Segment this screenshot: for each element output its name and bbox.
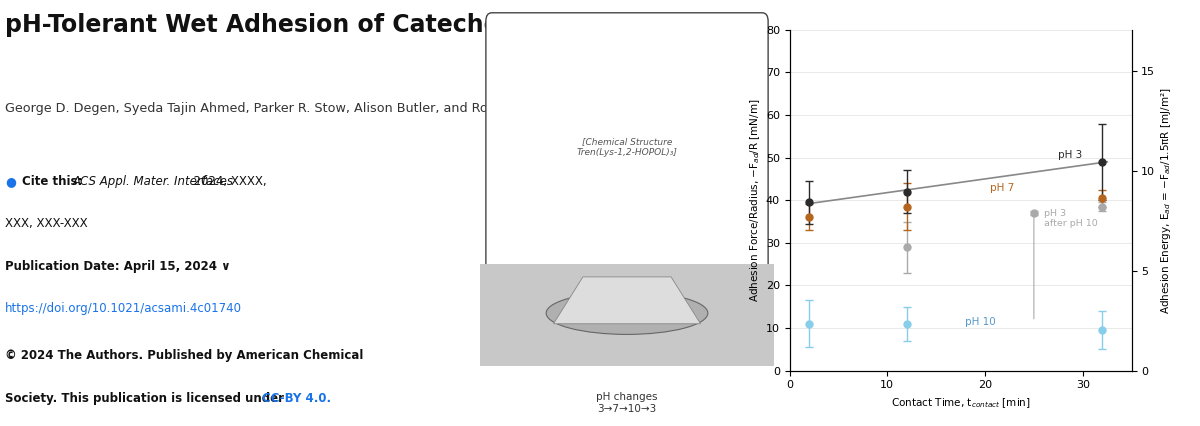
Text: pH 7: pH 7 [990, 183, 1014, 193]
Text: ●: ● [5, 175, 16, 188]
Text: pH 3: pH 3 [1058, 150, 1082, 160]
Polygon shape [553, 277, 701, 324]
Text: pH changes
3→7→10→3: pH changes 3→7→10→3 [596, 392, 658, 414]
Text: pH 3
after pH 10: pH 3 after pH 10 [1044, 208, 1098, 228]
Text: CC-BY 4.0.: CC-BY 4.0. [263, 392, 331, 405]
Text: pH 10: pH 10 [966, 317, 996, 327]
X-axis label: Contact Time, t$_{contact}$ [min]: Contact Time, t$_{contact}$ [min] [890, 396, 1031, 410]
Text: © 2024 The Authors. Published by American Chemical: © 2024 The Authors. Published by America… [5, 349, 364, 363]
Text: 2024, XXXX,: 2024, XXXX, [186, 175, 266, 188]
Y-axis label: Adhesion Energy, E$_{ad}$ = −F$_{ad}$/1.5πR [mJ/m²]: Adhesion Energy, E$_{ad}$ = −F$_{ad}$/1.… [1159, 87, 1174, 314]
Text: [Chemical Structure
Tren(Lys-1,2-HOPOL)₃]: [Chemical Structure Tren(Lys-1,2-HOPOL)₃… [576, 137, 678, 157]
Text: pH-Tolerant Wet Adhesion of Catechol Analogs: pH-Tolerant Wet Adhesion of Catechol Ana… [5, 13, 623, 37]
Text: ACS Appl. Mater. Interfaces: ACS Appl. Mater. Interfaces [73, 175, 234, 188]
Text: XXX, XXX-XXX: XXX, XXX-XXX [5, 217, 88, 230]
Text: Cite this:: Cite this: [22, 175, 86, 188]
FancyBboxPatch shape [486, 13, 768, 285]
FancyBboxPatch shape [480, 264, 774, 366]
Text: Publication Date: April 15, 2024 ∨: Publication Date: April 15, 2024 ∨ [5, 260, 230, 273]
Y-axis label: Adhesion Force/Radius, −F$_{ad}$/R [mN/m]: Adhesion Force/Radius, −F$_{ad}$/R [mN/m… [748, 98, 762, 302]
Ellipse shape [546, 292, 708, 334]
Text: https://doi.org/10.1021/acsami.4c01740: https://doi.org/10.1021/acsami.4c01740 [5, 302, 242, 316]
Text: George D. Degen, Syeda Tajin Ahmed, Parker R. Stow, Alison Butler, and Roberto C: George D. Degen, Syeda Tajin Ahmed, Park… [5, 102, 661, 115]
Text: Society. This publication is licensed under: Society. This publication is licensed un… [5, 392, 288, 405]
